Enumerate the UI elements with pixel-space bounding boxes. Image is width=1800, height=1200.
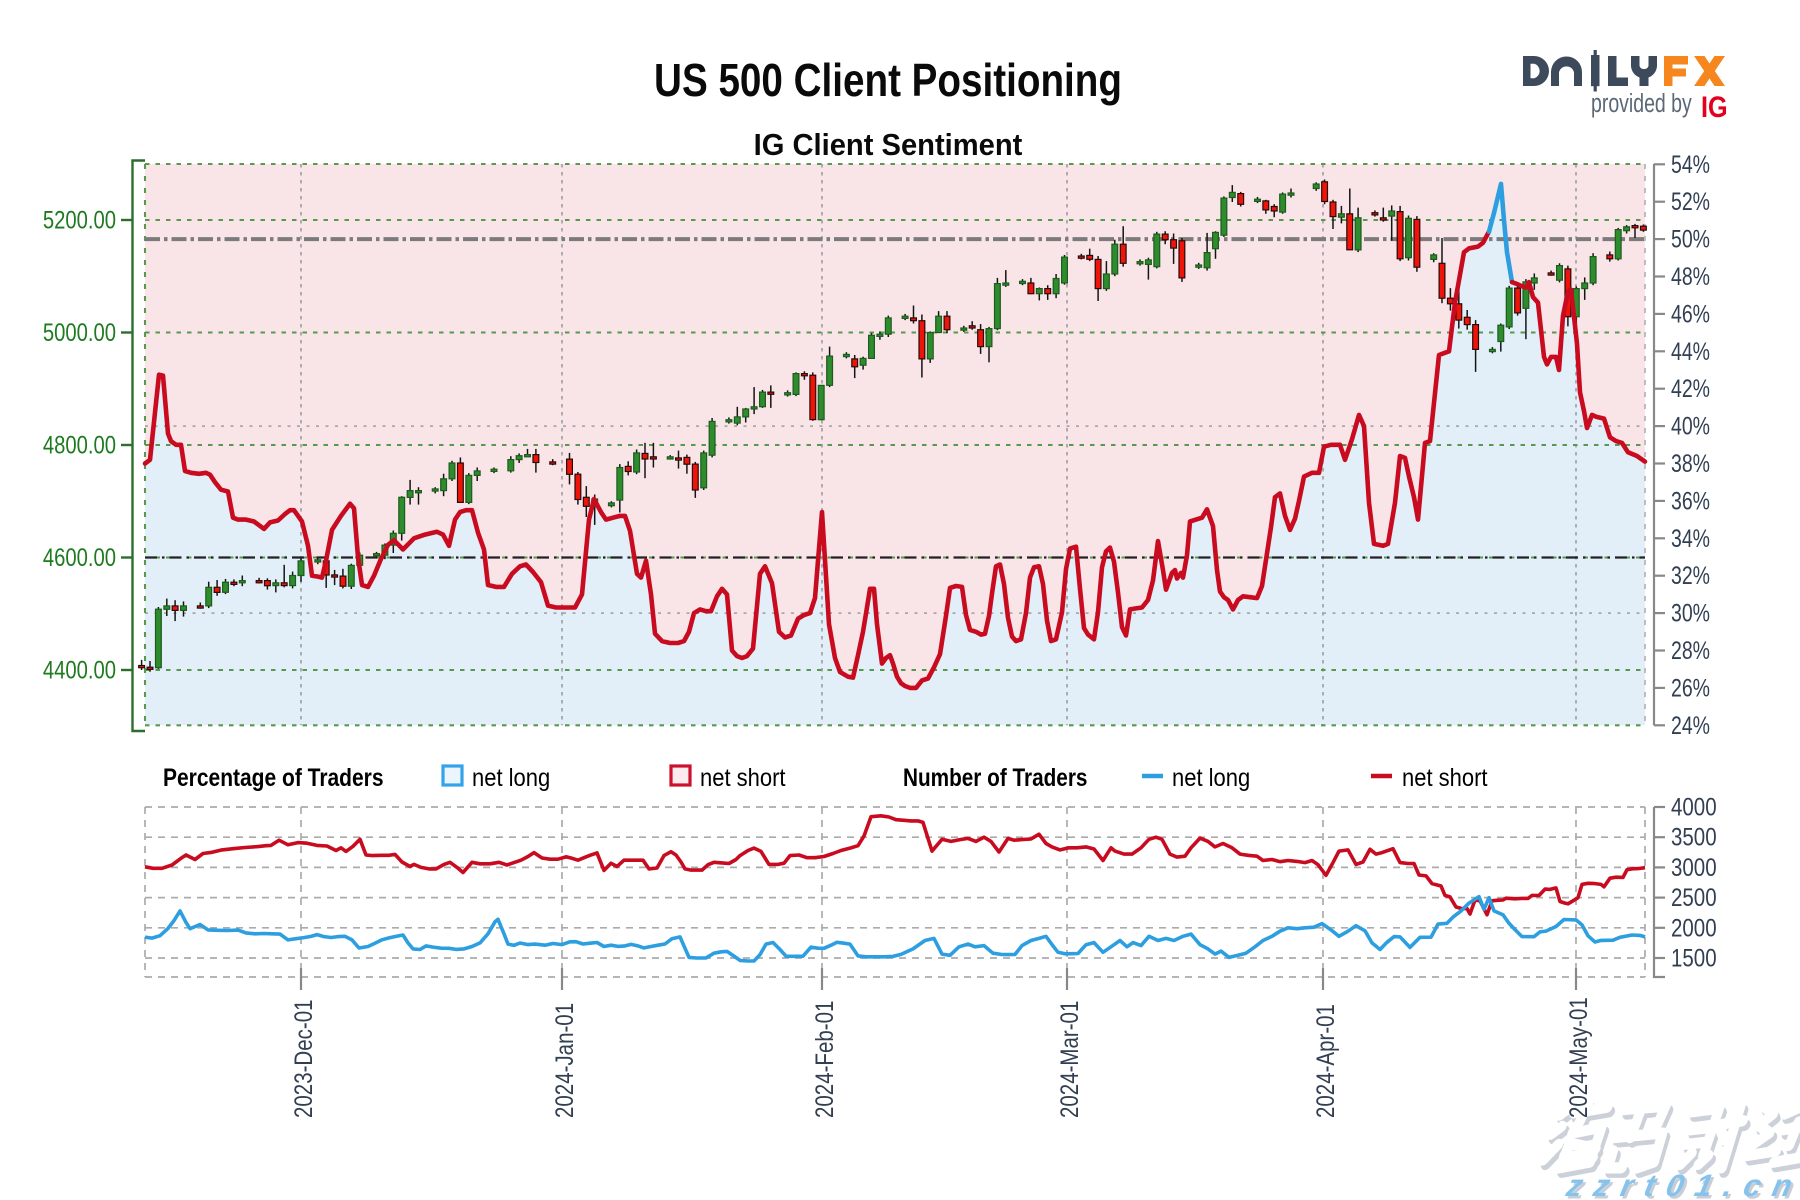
svg-text:net long: net long bbox=[1172, 764, 1250, 792]
svg-text:30%: 30% bbox=[1671, 599, 1710, 627]
svg-text:2023-Dec-01: 2023-Dec-01 bbox=[289, 999, 317, 1118]
svg-text:net long: net long bbox=[472, 764, 550, 792]
svg-text:2500: 2500 bbox=[1671, 883, 1717, 911]
svg-text:2024-Mar-01: 2024-Mar-01 bbox=[1055, 1001, 1083, 1118]
svg-text:2024-May-01: 2024-May-01 bbox=[1564, 997, 1592, 1118]
svg-text:46%: 46% bbox=[1671, 300, 1710, 328]
svg-text:34%: 34% bbox=[1671, 524, 1710, 552]
svg-text:52%: 52% bbox=[1671, 188, 1710, 216]
svg-text:Percentage of Traders: Percentage of Traders bbox=[163, 763, 384, 791]
svg-text:3500: 3500 bbox=[1671, 823, 1717, 851]
svg-text:4400.00: 4400.00 bbox=[43, 655, 116, 684]
svg-text:5200.00: 5200.00 bbox=[43, 205, 116, 234]
svg-text:zzrt01.cn: zzrt01.cn bbox=[1565, 1171, 1800, 1200]
svg-text:zzrt01.cn: zzrt01.cn bbox=[1563, 1168, 1800, 1200]
svg-text:4000: 4000 bbox=[1671, 793, 1717, 821]
svg-text:36%: 36% bbox=[1671, 487, 1710, 515]
svg-text:50%: 50% bbox=[1671, 225, 1710, 253]
svg-text:24%: 24% bbox=[1671, 711, 1710, 739]
svg-text:28%: 28% bbox=[1671, 637, 1710, 665]
svg-text:US 500 Client Positioning: US 500 Client Positioning bbox=[654, 55, 1122, 106]
svg-text:2000: 2000 bbox=[1671, 913, 1717, 941]
svg-text:IG Client Sentiment: IG Client Sentiment bbox=[754, 128, 1023, 162]
svg-text:32%: 32% bbox=[1671, 562, 1710, 590]
svg-text:44%: 44% bbox=[1671, 337, 1710, 365]
svg-text:net short: net short bbox=[1402, 764, 1488, 792]
svg-text:42%: 42% bbox=[1671, 375, 1710, 403]
svg-text:2024-Jan-01: 2024-Jan-01 bbox=[550, 1003, 578, 1118]
svg-text:net short: net short bbox=[700, 764, 786, 792]
svg-text:4800.00: 4800.00 bbox=[43, 430, 116, 459]
svg-text:40%: 40% bbox=[1671, 412, 1710, 440]
svg-text:1500: 1500 bbox=[1671, 944, 1717, 972]
svg-text:IG: IG bbox=[1701, 90, 1728, 124]
svg-text:4600.00: 4600.00 bbox=[43, 543, 116, 572]
svg-text:26%: 26% bbox=[1671, 674, 1710, 702]
svg-text:2024-Apr-01: 2024-Apr-01 bbox=[1311, 1004, 1339, 1118]
svg-text:Number of Traders: Number of Traders bbox=[903, 763, 1087, 791]
svg-text:48%: 48% bbox=[1671, 263, 1710, 291]
svg-text:38%: 38% bbox=[1671, 450, 1710, 478]
svg-text:provided by: provided by bbox=[1591, 88, 1692, 117]
svg-text:3000: 3000 bbox=[1671, 853, 1717, 881]
svg-text:2024-Feb-01: 2024-Feb-01 bbox=[810, 1001, 838, 1118]
svg-text:54%: 54% bbox=[1671, 150, 1710, 178]
svg-text:5000.00: 5000.00 bbox=[43, 318, 116, 347]
